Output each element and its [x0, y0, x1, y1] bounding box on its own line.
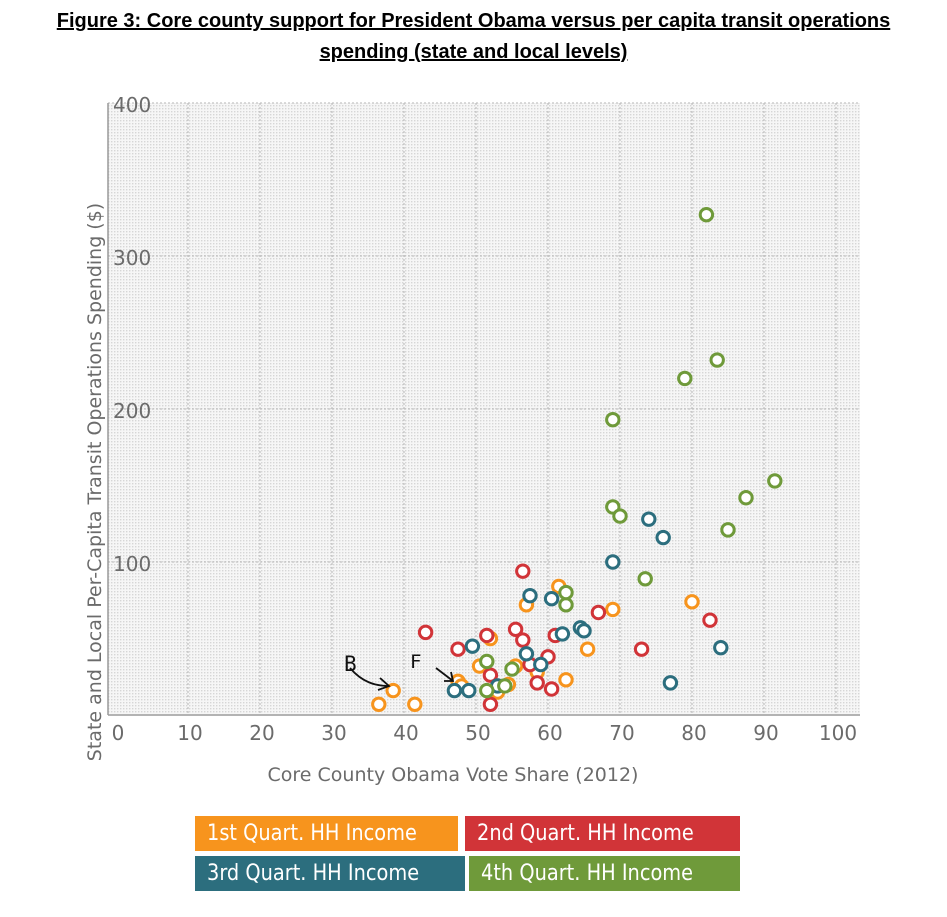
data-point	[461, 682, 477, 699]
data-point	[605, 554, 621, 570]
data-point	[482, 667, 499, 683]
data-point	[543, 591, 560, 607]
data-point	[558, 584, 574, 601]
y-tick-label: 100	[113, 552, 151, 576]
data-point	[605, 601, 621, 618]
data-point	[579, 641, 596, 657]
figure-title: Figure 3: Core county support for Presid…	[0, 6, 947, 68]
data-point	[641, 511, 657, 527]
data-point	[677, 370, 693, 387]
data-point	[507, 621, 524, 638]
data-point	[698, 206, 715, 223]
y-tick-label: 200	[113, 399, 151, 423]
handwritten-annotations: B F	[344, 651, 455, 691]
annotation-b-arrowhead	[377, 677, 391, 691]
data-point	[558, 597, 574, 613]
data-point	[385, 682, 401, 699]
data-point	[479, 627, 495, 644]
data-point	[497, 678, 513, 694]
data-point	[702, 612, 718, 628]
x-tick-label: 20	[249, 721, 274, 745]
data-point	[518, 646, 535, 662]
x-tick-label: 0	[112, 721, 125, 745]
annotation-f-arrowhead	[444, 671, 455, 682]
data-point	[612, 508, 628, 524]
x-tick-label: 10	[177, 721, 202, 745]
data-point	[738, 490, 754, 506]
legend-item-q2: 2nd Quart. HH Income	[465, 816, 740, 851]
data-point	[371, 696, 387, 712]
data-point	[529, 675, 545, 691]
y-axis-label: State and Local Per-Capita Transit Opera…	[84, 203, 106, 761]
legend: 1st Quart. HH Income 2nd Quart. HH Incom…	[195, 816, 740, 891]
x-tick-label: 30	[321, 721, 346, 745]
series-3	[446, 511, 729, 699]
annotation-b: B	[344, 652, 357, 676]
legend-item-q3: 3rd Quart. HH Income	[195, 856, 465, 891]
y-tick-label: 300	[113, 246, 151, 270]
data-point	[662, 675, 679, 691]
data-point	[655, 529, 671, 546]
y-tick-label: 400	[113, 93, 151, 117]
y-tick-labels: 100 200 300 400	[113, 93, 151, 576]
data-point	[479, 653, 495, 670]
annotation-f-arrow	[435, 667, 454, 682]
x-axis-label: Core County Obama Vote Share (2012)	[268, 764, 639, 786]
data-points	[371, 206, 783, 712]
data-point	[522, 587, 538, 604]
data-point	[482, 696, 499, 712]
x-tick-label: 90	[753, 721, 778, 745]
data-point	[709, 352, 725, 368]
data-point	[450, 641, 466, 657]
annotation-f: F	[410, 651, 421, 673]
x-tick-label: 80	[681, 721, 706, 745]
data-point	[558, 672, 574, 688]
data-point	[515, 632, 531, 648]
grid	[108, 102, 860, 715]
x-tick-label: 60	[537, 721, 562, 745]
data-point	[684, 594, 700, 610]
data-point	[605, 412, 621, 428]
data-point	[504, 661, 520, 677]
data-point	[407, 696, 423, 712]
data-point	[590, 604, 607, 621]
data-point	[543, 681, 560, 697]
data-point	[720, 522, 736, 538]
legend-item-q1: 1st Quart. HH Income	[195, 816, 458, 851]
data-point	[479, 682, 495, 699]
x-tick-labels: 0 10 20 30 40 50 60 70 80 90 100	[112, 721, 857, 745]
annotation-b-arrow	[349, 667, 390, 687]
figure-title-line-2: spending (state and local levels)	[319, 41, 628, 63]
x-tick-label: 50	[465, 721, 490, 745]
data-point	[533, 656, 549, 673]
data-point	[767, 473, 783, 489]
data-point	[633, 641, 650, 657]
figure-title-line-1: Figure 3: Core county support for Presid…	[56, 10, 891, 32]
data-point	[515, 563, 531, 579]
data-point	[637, 571, 653, 587]
x-tick-label: 40	[393, 721, 418, 745]
series-4	[479, 206, 783, 699]
x-tick-label: 100	[819, 721, 857, 745]
data-point	[554, 626, 571, 642]
data-point	[446, 682, 463, 699]
legend-item-q4: 4th Quart. HH Income	[469, 856, 740, 891]
data-point	[576, 623, 592, 639]
data-point	[417, 624, 434, 641]
data-point	[713, 639, 729, 656]
x-tick-label: 70	[609, 721, 634, 745]
data-point	[464, 638, 481, 654]
